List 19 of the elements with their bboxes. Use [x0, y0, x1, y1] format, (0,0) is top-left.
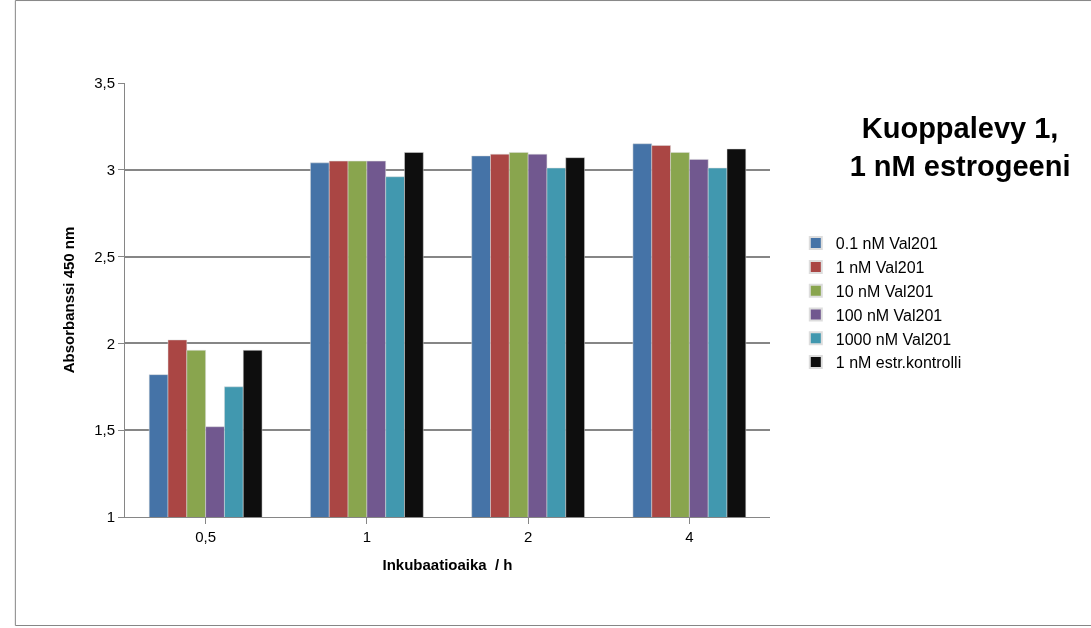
y-tick-label: 2,5 — [94, 247, 115, 265]
x-tick-label: 0,5 — [195, 528, 217, 545]
text: Kuoppalevy 1, 1 nM estrogeeni — [849, 112, 1071, 182]
y-tick-label: 3 — [106, 161, 115, 179]
y-tick-label: 1 — [106, 508, 115, 526]
x-tick-label: 4 — [685, 528, 694, 545]
legend-label: 1 nM estr.kontrolli — [835, 354, 962, 372]
legend-label: 1 nM Val201 — [835, 259, 925, 277]
x-axis-title: Inkubaatioaika / h — [382, 556, 513, 573]
y-tick-label: 1,5 — [94, 421, 115, 439]
x-tick-label: 1 — [362, 528, 372, 545]
legend-label: 100 nM Val201 — [835, 306, 943, 324]
y-axis-title: Absorbanssi 450 nm — [60, 226, 78, 374]
x-tick-label: 2 — [523, 528, 533, 545]
legend-label: 1000 nM Val201 — [835, 330, 952, 348]
y-tick-label: 3,5 — [94, 74, 115, 92]
legend-label: 0.1 nM Val201 — [835, 235, 938, 253]
y-tick-label: 2 — [106, 334, 115, 352]
legend-label: 10 nM Val201 — [835, 282, 934, 300]
